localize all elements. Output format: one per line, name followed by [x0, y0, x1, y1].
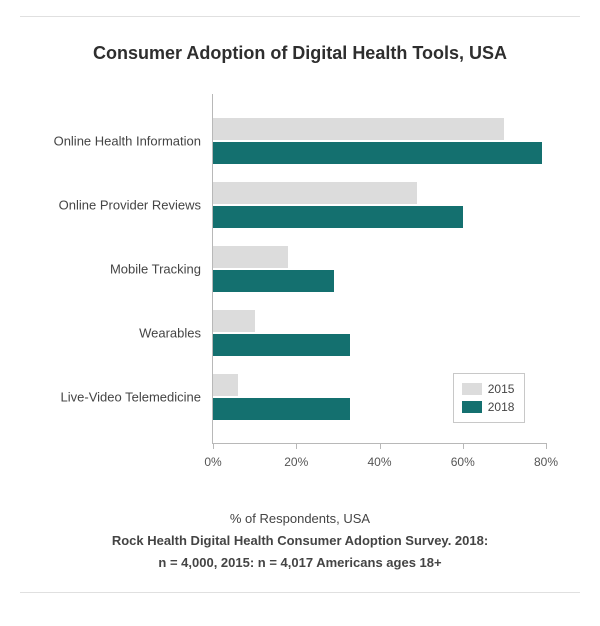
- chart-zone: 0%20%40%60%80%Online Health InformationO…: [30, 94, 560, 474]
- x-tick: [463, 443, 464, 449]
- bar-2015: [213, 310, 255, 332]
- x-tick-label: 20%: [284, 455, 308, 469]
- chart-title: Consumer Adoption of Digital Health Tool…: [20, 43, 580, 64]
- category-group: Online Provider Reviews: [213, 182, 546, 228]
- category-label: Wearables: [139, 326, 213, 341]
- legend: 20152018: [453, 373, 526, 423]
- x-axis-label: % of Respondents, USA: [20, 508, 580, 530]
- top-rule: [20, 16, 580, 17]
- legend-swatch: [462, 383, 482, 395]
- bottom-rule: [20, 592, 580, 593]
- x-tick: [296, 443, 297, 449]
- bar-2018: [213, 398, 350, 420]
- bar-2015: [213, 118, 504, 140]
- source-line: Rock Health Digital Health Consumer Adop…: [20, 530, 580, 552]
- x-tick-label: 80%: [534, 455, 558, 469]
- bar-2018: [213, 270, 334, 292]
- x-tick-label: 0%: [204, 455, 221, 469]
- category-group: Mobile Tracking: [213, 246, 546, 292]
- x-tick-label: 60%: [451, 455, 475, 469]
- sample-line: n = 4,000, 2015: n = 4,017 Americans age…: [20, 552, 580, 574]
- x-tick: [380, 443, 381, 449]
- bar-2015: [213, 182, 417, 204]
- category-label: Online Provider Reviews: [59, 198, 213, 213]
- bar-2018: [213, 334, 350, 356]
- caption-block: % of Respondents, USA Rock Health Digita…: [20, 508, 580, 574]
- category-group: Online Health Information: [213, 118, 546, 164]
- category-label: Live-Video Telemedicine: [61, 390, 213, 405]
- bar-2015: [213, 374, 238, 396]
- legend-label: 2015: [488, 380, 515, 398]
- legend-row: 2015: [462, 380, 515, 398]
- category-label: Mobile Tracking: [110, 262, 213, 277]
- bar-2018: [213, 206, 463, 228]
- x-tick-label: 40%: [367, 455, 391, 469]
- x-tick: [546, 443, 547, 449]
- plot-area: 0%20%40%60%80%Online Health InformationO…: [212, 94, 546, 444]
- bar-2015: [213, 246, 288, 268]
- legend-row: 2018: [462, 398, 515, 416]
- legend-label: 2018: [488, 398, 515, 416]
- chart-frame: Consumer Adoption of Digital Health Tool…: [0, 0, 600, 626]
- category-group: Wearables: [213, 310, 546, 356]
- legend-swatch: [462, 401, 482, 413]
- bar-2018: [213, 142, 542, 164]
- x-tick: [213, 443, 214, 449]
- category-label: Online Health Information: [54, 134, 213, 149]
